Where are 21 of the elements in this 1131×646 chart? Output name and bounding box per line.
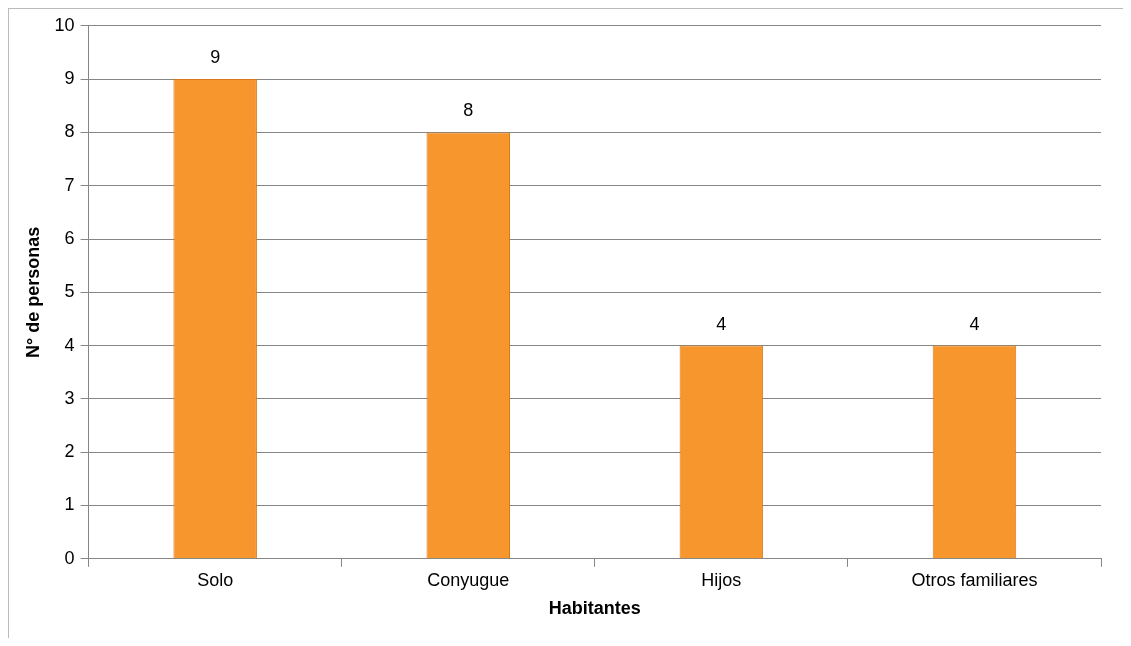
y-tick-label: 3 — [64, 387, 75, 408]
y-tick-label: 0 — [64, 547, 75, 568]
x-axis-title: Habitantes — [548, 598, 641, 619]
y-tick-label: 1 — [64, 494, 75, 515]
data-label: 9 — [210, 47, 221, 68]
y-tick-label: 4 — [64, 334, 75, 355]
x-tick-label: Conyugue — [427, 569, 510, 590]
x-tick-label: Hijos — [701, 569, 742, 590]
data-label: 8 — [463, 100, 474, 121]
y-tick-label: 7 — [64, 174, 75, 195]
y-tick-label: 8 — [64, 121, 75, 142]
data-label: 4 — [969, 313, 980, 334]
y-tick-label: 5 — [64, 281, 75, 302]
data-label: 4 — [716, 313, 727, 334]
y-tick-label: 6 — [64, 227, 75, 248]
y-axis-title: N° de personas — [22, 226, 43, 358]
y-tick-label: 2 — [64, 441, 75, 462]
y-tick-label: 10 — [54, 14, 75, 35]
x-tick-label: Solo — [197, 569, 234, 590]
x-tick-label: Otros familiares — [911, 569, 1038, 590]
y-tick-label: 9 — [64, 68, 75, 89]
